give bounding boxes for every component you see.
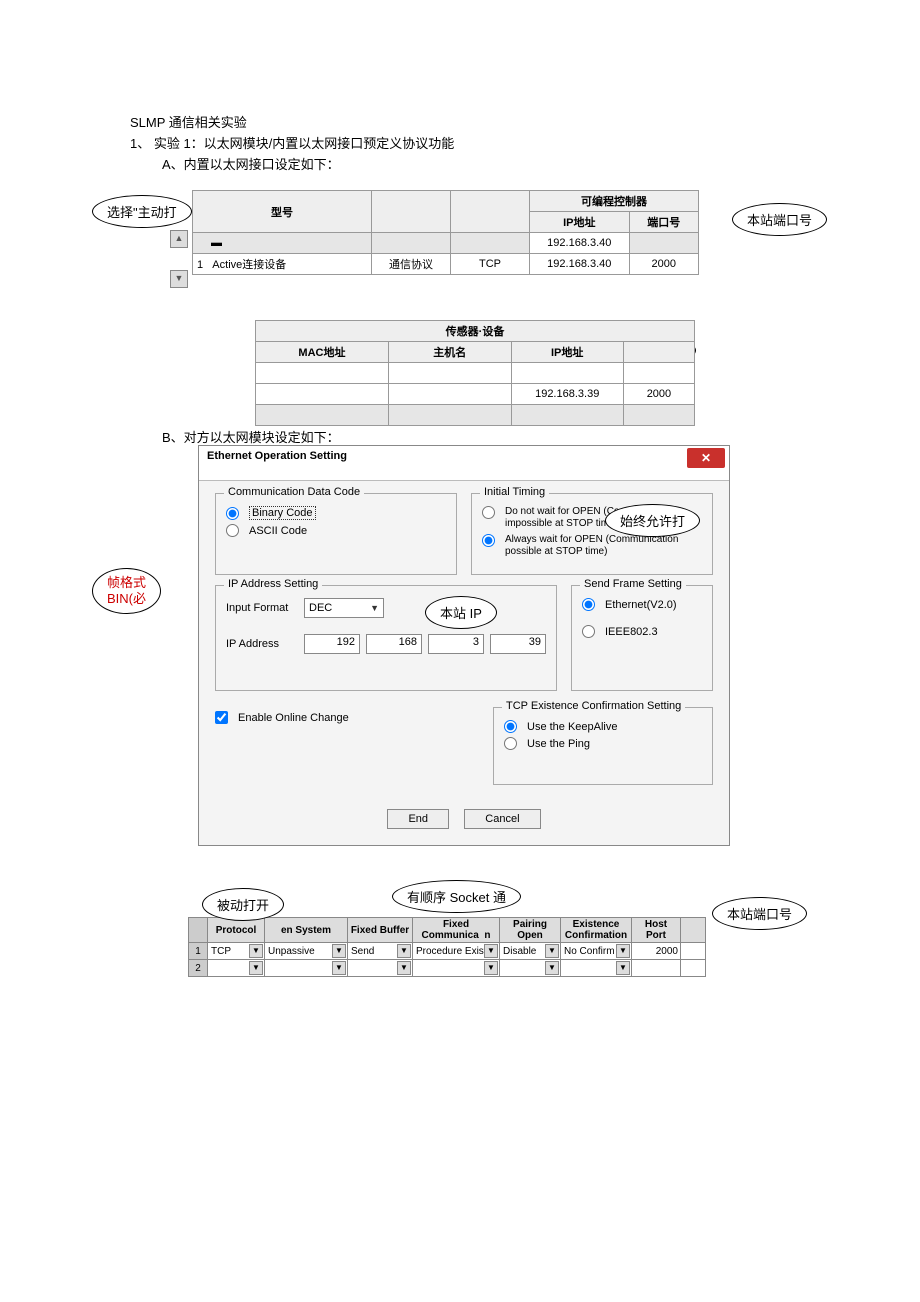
doc-title: SLMP 通信相关实验 [130, 112, 860, 131]
check-online[interactable] [215, 711, 228, 724]
group-ipset: IP Address Setting [224, 578, 322, 590]
cell-num: 1 [197, 259, 203, 271]
radio-binary[interactable] [226, 507, 239, 520]
ip-octet-1[interactable]: 192 [304, 634, 360, 654]
radio-ping[interactable] [504, 737, 517, 750]
radio-eth[interactable] [582, 598, 595, 611]
callout-socket: 有顺序 Socket 通 [392, 880, 521, 913]
label-ipaddr: IP Address [226, 638, 298, 650]
brow1-open[interactable]: Unpassive▼ [265, 943, 348, 960]
group-tcp: TCP Existence Confirmation Setting [502, 700, 685, 712]
scroll-down-icon[interactable]: ▼ [170, 270, 188, 288]
cell-model: Active连接设备 [212, 259, 286, 271]
brow2-proto[interactable]: ▼ [208, 960, 265, 977]
bcol-pair: Pairing Open [500, 918, 561, 943]
col-sip: IP地址 [511, 342, 623, 363]
dialog-title: Ethernet Operation Setting [207, 450, 347, 462]
brow2-open[interactable]: ▼ [265, 960, 348, 977]
cell-ip1: 192.168.3.40 [530, 233, 630, 254]
brow1-pair[interactable]: Disable▼ [500, 943, 561, 960]
brow1-fcom[interactable]: Procedure Exist▼ [413, 943, 500, 960]
item-1: 1、 实验 1：以太网模块/内置以太网接口预定义协议功能 [130, 133, 860, 152]
label-ieee: IEEE802.3 [605, 626, 658, 638]
bottom-grid-wrap: Protocol en System Fixed Buffer FixedCom… [188, 917, 706, 977]
label-binary: Binary Code [249, 506, 316, 520]
item-b: B、对方以太网模块设定如下： [162, 427, 340, 446]
callout-frame-bin: 帧格式BIN(必 [92, 568, 161, 614]
label-format: Input Format [226, 602, 298, 614]
bcol-hport: HostPort [632, 918, 681, 943]
callout-host-ip: 本站 IP [425, 596, 497, 629]
bottom-grid: Protocol en System Fixed Buffer FixedCom… [188, 917, 706, 977]
ip-octet-4[interactable]: 39 [490, 634, 546, 654]
brow1-proto[interactable]: TCP▼ [208, 943, 265, 960]
brow1-exist[interactable]: No Confirm▼ [561, 943, 632, 960]
col-model: 型号 [193, 191, 372, 233]
radio-always[interactable] [482, 534, 495, 547]
dialog-titlebar: Ethernet Operation Setting ✕ [199, 446, 729, 481]
bcol-exist: Existence Confirmation [561, 918, 632, 943]
label-keepalive: Use the KeepAlive [527, 721, 618, 733]
group-timing: Initial Timing [480, 486, 549, 498]
bcol-fbuf: Fixed Buffer [348, 918, 413, 943]
bcol-proto: Protocol [208, 918, 265, 943]
ip-octet-3[interactable]: 3 [428, 634, 484, 654]
cell-proto: 通信协议 [372, 254, 451, 275]
cell-sport: 2000 [623, 384, 694, 405]
label-ascii: ASCII Code [249, 525, 307, 537]
callout-host-port2: 本站端口号 [712, 897, 807, 930]
brow2-hport[interactable] [632, 960, 681, 977]
callout-always-open: 始终允许打 [605, 504, 700, 537]
brow1-hport[interactable]: 2000 [632, 943, 681, 960]
brow1-num: 1 [189, 943, 208, 960]
bcol-fcom: FixedCommunica n [413, 918, 500, 943]
sensor-table-wrap: 传感器·设备 MAC地址 主机名 IP地址 192.168.3.392000 [255, 320, 695, 426]
col-sensor-group: 传感器·设备 [256, 321, 695, 342]
col-host: 主机名 [388, 342, 511, 363]
select-format[interactable]: DEC▼ [304, 598, 384, 618]
label-always: Always wait for OPEN (Communication poss… [505, 534, 702, 558]
col-ip: IP地址 [530, 212, 630, 233]
col-port: 端口号 [629, 212, 698, 233]
brow2-fbuf[interactable]: ▼ [348, 960, 413, 977]
item-a: A、内置以太网接口设定如下： [130, 154, 860, 173]
close-icon[interactable]: ✕ [687, 448, 725, 468]
sensor-table: 传感器·设备 MAC地址 主机名 IP地址 192.168.3.392000 [255, 320, 695, 426]
ip-octet-2[interactable]: 168 [366, 634, 422, 654]
col-mac: MAC地址 [256, 342, 389, 363]
radio-nowait[interactable] [482, 506, 495, 519]
callout-passive-open: 被动打开 [202, 888, 284, 921]
brow2-fcom[interactable]: ▼ [413, 960, 500, 977]
brow2-num: 2 [189, 960, 208, 977]
scroll-up-icon[interactable]: ▲ [170, 230, 188, 248]
label-ping: Use the Ping [527, 738, 590, 750]
cell-ip2: 192.168.3.40 [530, 254, 630, 275]
top-table-wrap: ▲ ▼ 型号 可编程控制器 IP地址 端口号 ▬ 192.168.3.40 1 … [170, 190, 760, 275]
brow2-exist[interactable]: ▼ [561, 960, 632, 977]
radio-ieee[interactable] [582, 625, 595, 638]
label-online: Enable Online Change [238, 712, 349, 724]
scroll-buttons: ▲ ▼ [170, 230, 186, 288]
col-plc: 可编程控制器 [530, 191, 699, 212]
bcol-open: en System [265, 918, 348, 943]
cancel-button[interactable]: Cancel [464, 809, 540, 829]
radio-ascii[interactable] [226, 524, 239, 537]
cell-port: 2000 [629, 254, 698, 275]
brow1-fbuf[interactable]: Send▼ [348, 943, 413, 960]
group-frame: Send Frame Setting [580, 578, 686, 590]
brow2-pair[interactable]: ▼ [500, 960, 561, 977]
cell-tcp: TCP [451, 254, 530, 275]
plc-table: 型号 可编程控制器 IP地址 端口号 ▬ 192.168.3.40 1 Acti… [192, 190, 699, 275]
group-code: Communication Data Code [224, 486, 364, 498]
radio-keepalive[interactable] [504, 720, 517, 733]
end-button[interactable]: End [387, 809, 449, 829]
label-eth: Ethernet(V2.0) [605, 599, 677, 611]
cell-sip: 192.168.3.39 [511, 384, 623, 405]
